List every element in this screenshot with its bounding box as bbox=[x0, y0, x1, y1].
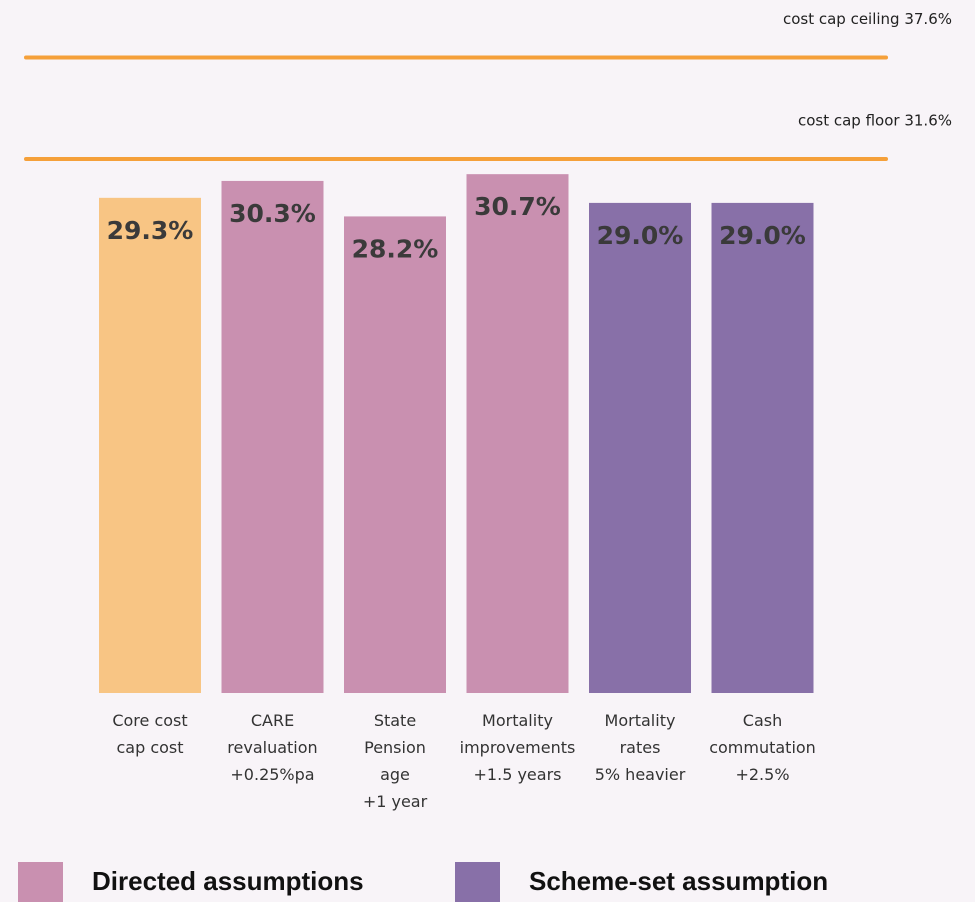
reference-label: cost cap ceiling 37.6% bbox=[783, 10, 952, 28]
legend-label: Directed assumptions bbox=[92, 866, 364, 896]
x-tick-label: CARE revaluation +0.25%pa bbox=[227, 711, 318, 784]
legend-swatch bbox=[455, 862, 500, 902]
bar bbox=[99, 197, 201, 693]
value-label: 28.2% bbox=[352, 234, 439, 263]
value-label: 29.0% bbox=[597, 221, 684, 250]
bar bbox=[466, 174, 569, 694]
legend-swatch bbox=[18, 862, 63, 902]
bar bbox=[221, 180, 324, 693]
x-tick-label: Mortality rates 5% heavier bbox=[594, 711, 686, 784]
value-label: 30.3% bbox=[229, 199, 316, 228]
x-tick-label: Core cost cap cost bbox=[112, 711, 188, 757]
x-tick-label: State Pension age +1 year bbox=[362, 711, 428, 811]
value-label: 29.3% bbox=[107, 216, 194, 245]
x-tick-label: Cash commutation +2.5% bbox=[709, 711, 816, 784]
value-label: 29.0% bbox=[719, 221, 806, 250]
bar bbox=[711, 202, 814, 693]
bar bbox=[589, 202, 691, 693]
legend-label: Scheme-set assumption bbox=[529, 866, 829, 896]
value-label: 30.7% bbox=[474, 192, 561, 221]
reference-label: cost cap floor 31.6% bbox=[798, 111, 952, 129]
x-tick-label: Mortality improvements +1.5 years bbox=[459, 711, 576, 784]
bar bbox=[344, 216, 446, 694]
